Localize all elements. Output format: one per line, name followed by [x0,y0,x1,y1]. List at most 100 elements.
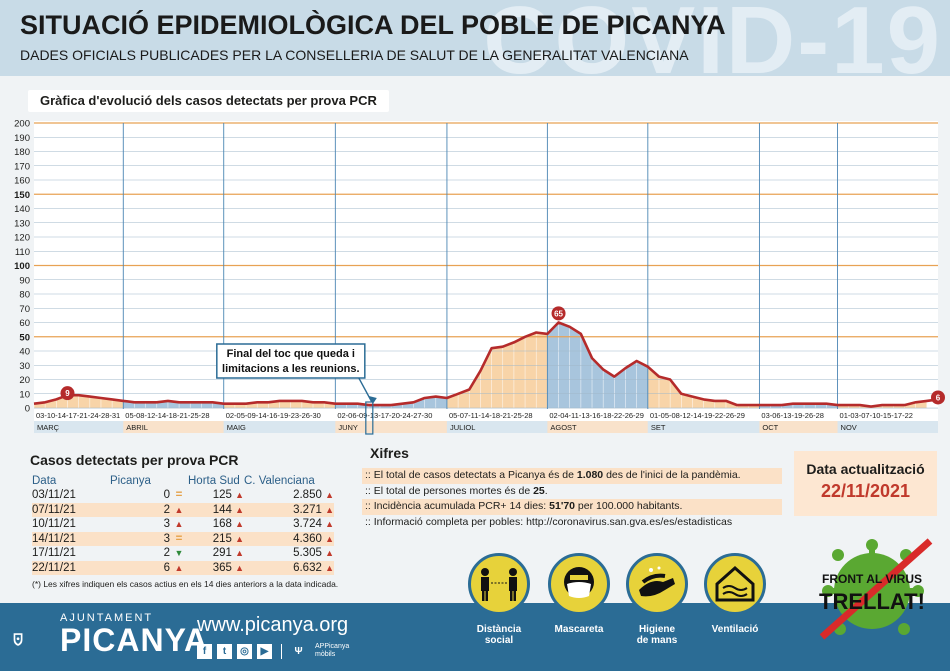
measure-hygiene-1: Higiene [638,624,676,635]
covid-watermark: COVID-19 [483,0,942,76]
facebook-icon[interactable]: f [197,643,212,659]
y-tick-label: 160 [14,176,30,187]
x-tick-label: 02-04-11-13-16-18-22-26-29 [549,411,644,420]
row-c-valenciana: 2.850 ▲ [293,489,334,502]
y-tick-label: 170 [14,161,30,172]
y-tick-label: 0 [25,404,30,415]
month-label: SET [651,423,666,432]
update-label: Data actualització [806,461,925,477]
month-cell [647,421,760,433]
trend-equal-icon: = [175,489,183,502]
measure-hygiene-2: de mans [636,635,678,646]
y-tick-label: 190 [14,133,30,144]
page-title: SITUACIÓ EPIDEMIOLÒGICA DEL POBLE DE PIC… [20,10,726,40]
y-tick-label: 130 [14,218,30,229]
x-tick-label: 05-07-11-14-18-21-25-28 [449,411,533,420]
trend-equal-icon: = [170,531,188,546]
measure-mask: Mascareta [554,624,604,635]
annotation-dot [60,386,75,401]
measure-ventilation: Ventilació [711,624,759,635]
trend-up-icon: ▲ [170,502,188,517]
y-tick-label: 40 [19,347,30,358]
app-icon[interactable]: Ψ [294,645,303,657]
y-tick-label: 50 [19,332,30,343]
header-date: Data [32,474,57,487]
month-cell [759,421,838,433]
annotation-label: 6 [936,393,941,402]
xifres-line[interactable]: :: Informació completa per pobles: http:… [365,515,733,528]
header-c-valenciana: C. Valenciana [244,474,315,487]
month-label: JUNY [338,423,358,432]
row-picanya: 2 [110,502,170,517]
front-text-2: TRELLAT! [819,589,925,614]
month-label: ABRIL [126,423,148,432]
row-date: 17/11/21 [32,547,76,560]
table-row: 22/11/21 6 ▲ 365 ▲ 6.632 ▲ [32,560,334,575]
row-c-valenciana: 3.271 ▲ [244,502,334,517]
y-tick-label: 60 [19,318,30,329]
page-subtitle: DADES OFICIALS PUBLICADES PER LA CONSELL… [20,47,689,63]
logo-picanya: PICANYA [60,622,209,658]
y-tick-label: 110 [15,247,30,258]
y-tick-label: 180 [14,147,30,158]
row-picanya: 3 [110,531,170,546]
xifres-panel: Xifres :: El total de casos detectats a … [362,445,782,530]
row-c-valenciana: 3.724 ▲ [293,518,334,531]
y-tick-label: 150 [14,190,30,201]
row-picanya: 0 [163,489,170,502]
ventilation-icon [704,553,766,615]
month-label: NOV [841,423,857,432]
callout-line-1: Final del toc que queda i [227,348,355,360]
trend-down-icon: ▼ [174,548,184,559]
row-horta-sud: 144 ▲ [188,502,244,517]
header-horta-sud: Horta Sud [188,474,240,487]
row-date: 03/11/21 [32,489,76,502]
area-juliol [446,332,548,408]
row-horta-sud: 168 ▲ [212,518,244,531]
table-row: 10/11/21 3 ▲ 168 ▲ 3.724 ▲ [32,517,334,532]
x-tick-label: 01-03-07-10-15-17-22 [840,411,913,420]
y-tick-label: 30 [19,361,30,372]
row-picanya: 2 [163,547,170,560]
instagram-icon[interactable]: ◎ [237,643,252,659]
x-tick-label: 05-08-12-14-18-21-25-28 [125,411,209,420]
callout-arrow-head [368,396,377,404]
callout-marker [365,401,374,435]
front-al-virus-badge: FRONT AL VIRUS TRELLAT! [819,538,933,640]
cases-title: Casos detectats per prova PCR [30,452,239,468]
header: COVID-19 SITUACIÓ EPIDEMIOLÒGICA DEL POB… [0,0,950,76]
app-label-2: mòbils [315,651,336,658]
y-tick-label: 120 [14,233,30,244]
update-date: 22/11/2021 [820,481,911,501]
month-cell [34,421,124,433]
y-tick-label: 10 [19,389,30,400]
update-box: Data actualització 22/11/2021 [794,451,937,516]
row-horta-sud: 215 ▲ [188,531,244,546]
y-tick-label: 80 [19,290,30,301]
month-cell [547,421,648,433]
month-cell [223,421,336,433]
website-link[interactable]: www.picanya.org [197,614,349,636]
picanya-shield-icon [13,633,23,646]
y-tick-label: 100 [14,261,30,272]
row-date: 22/11/21 [32,560,110,575]
footer [0,603,950,671]
month-cell [446,421,548,433]
measure-distance-2: social [484,635,514,646]
table-header-row: Data Picanya Horta Sud C. Valenciana [32,473,334,488]
month-label: MAIG [227,423,246,432]
trend-up-icon: ▲ [170,560,188,575]
youtube-icon[interactable]: ▶ [257,643,272,659]
x-tick-label: 03-06-13-19-26-28 [761,411,824,420]
logo-ajuntament: AJUNTAMENT [60,612,154,624]
month-label: AGOST [550,423,577,432]
y-tick-label: 200 [14,119,30,130]
row-date: 07/11/21 [32,502,110,517]
xifres-line: :: El total de casos detectats a Picanya… [362,468,782,484]
row-horta-sud: 291 ▲ [212,547,244,560]
twitter-icon[interactable]: t [217,643,232,659]
cases-table: Data Picanya Horta Sud C. Valenciana 03/… [32,473,334,575]
month-label: OCT [762,423,778,432]
row-picanya: 6 [110,560,170,575]
row-picanya: 3 [163,518,170,531]
